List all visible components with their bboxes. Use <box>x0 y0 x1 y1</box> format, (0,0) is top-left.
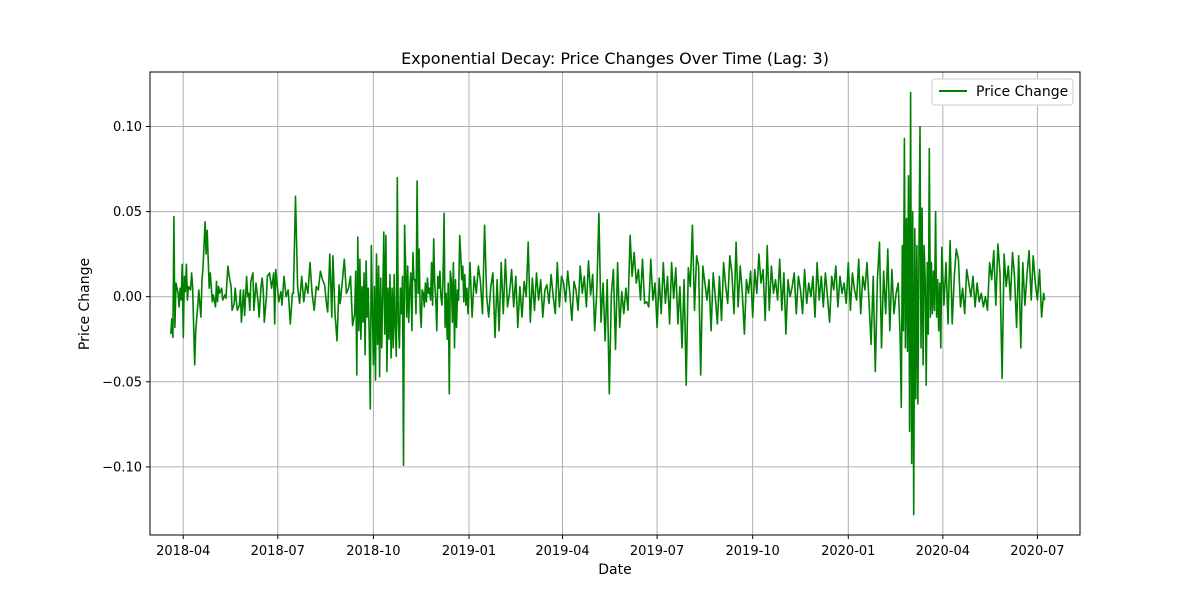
legend-box <box>931 78 1074 106</box>
x-axis-ticks: 2018-04 2018-07 2018-10 2019-01 2019-04 2019-… <box>156 535 1065 559</box>
y-tick-label: −0.05 <box>102 375 142 390</box>
y-tick-label: −0.10 <box>102 460 142 475</box>
chart-title: Exponential Decay: Price Changes Over Ti… <box>401 49 829 68</box>
legend: Price Change <box>931 78 1074 106</box>
legend-label: Price Change <box>976 84 1068 100</box>
x-tick-label: 2019-04 <box>535 544 589 559</box>
y-tick-label: 0.10 <box>113 120 142 135</box>
y-tick-label: 0.05 <box>113 205 142 220</box>
x-tick-label: 2018-10 <box>346 544 400 559</box>
grid <box>150 72 1080 535</box>
series-line-price-change <box>170 91 1046 516</box>
x-tick-label: 2019-01 <box>442 544 496 559</box>
x-tick-label: 2020-07 <box>1010 544 1064 559</box>
x-axis-label: Date <box>598 562 631 578</box>
y-tick-label: 0.00 <box>113 290 142 305</box>
y-axis-label: Price Change <box>77 258 93 350</box>
series-layer <box>170 91 1046 516</box>
plot-frame <box>149 71 1081 536</box>
x-tick-label: 2019-07 <box>630 544 684 559</box>
x-tick-label: 2020-04 <box>916 544 970 559</box>
x-tick-label: 2018-07 <box>251 544 305 559</box>
x-tick-label: 2018-04 <box>156 544 210 559</box>
x-tick-label: 2020-01 <box>821 544 875 559</box>
x-tick-label: 2019-10 <box>726 544 780 559</box>
y-axis-ticks: 0.10 0.05 0.00 −0.05 −0.10 <box>102 120 150 475</box>
